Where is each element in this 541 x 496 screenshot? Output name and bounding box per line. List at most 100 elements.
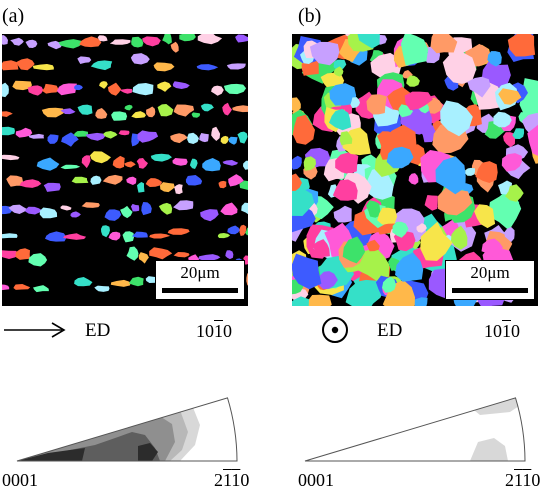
grain bbox=[41, 107, 66, 118]
grain bbox=[2, 154, 20, 161]
ipf-contours-a bbox=[17, 397, 200, 461]
grain bbox=[102, 174, 123, 185]
ipf-outline-a bbox=[16, 397, 238, 462]
pole-corner-left-b: 0001 bbox=[298, 470, 334, 490]
grain bbox=[173, 252, 190, 258]
pole-corner-top-b: 1010 bbox=[484, 321, 520, 341]
grain bbox=[366, 200, 381, 218]
grain bbox=[218, 180, 227, 189]
grain bbox=[145, 178, 163, 187]
ipf-contours-b bbox=[458, 397, 525, 461]
grain bbox=[507, 34, 536, 57]
grain bbox=[292, 188, 315, 216]
grain bbox=[2, 250, 19, 259]
grain bbox=[437, 187, 473, 216]
grain bbox=[2, 111, 13, 117]
grain bbox=[170, 133, 188, 144]
grain bbox=[465, 167, 475, 176]
grain bbox=[122, 231, 134, 243]
grain bbox=[382, 280, 415, 306]
grain bbox=[60, 164, 81, 170]
grain bbox=[60, 108, 76, 115]
grain bbox=[81, 155, 91, 169]
grain bbox=[25, 39, 38, 48]
grain bbox=[170, 41, 179, 53]
grain bbox=[223, 83, 247, 95]
grain bbox=[333, 205, 352, 223]
grain bbox=[94, 285, 110, 292]
grain bbox=[15, 248, 30, 260]
grain bbox=[512, 128, 525, 139]
grain bbox=[142, 36, 161, 47]
grain bbox=[292, 173, 302, 191]
grain bbox=[99, 81, 108, 89]
direction-label-b: ED bbox=[377, 320, 403, 341]
grain bbox=[12, 80, 33, 91]
grain bbox=[333, 59, 347, 71]
grain bbox=[329, 83, 357, 106]
grain bbox=[292, 97, 301, 112]
grain bbox=[493, 111, 512, 128]
grain bbox=[333, 66, 344, 77]
grain bbox=[400, 34, 429, 66]
scale-bar-b bbox=[452, 288, 528, 293]
extrusion-direction-arrow-icon bbox=[4, 322, 66, 338]
grain bbox=[309, 41, 340, 66]
grain bbox=[42, 83, 59, 94]
grain bbox=[398, 104, 414, 118]
grain bbox=[97, 35, 108, 42]
grain bbox=[126, 246, 139, 261]
grain bbox=[130, 53, 150, 65]
grain bbox=[404, 91, 433, 111]
grain bbox=[292, 155, 302, 170]
grain bbox=[28, 133, 44, 139]
scale-bar-box-a: 20μm bbox=[155, 260, 245, 300]
inverse-pole-figures bbox=[16, 397, 526, 462]
grain bbox=[387, 86, 412, 112]
grain bbox=[200, 103, 214, 112]
grain bbox=[345, 279, 383, 306]
pole-corner-right-a: 2110 bbox=[214, 470, 250, 490]
grain bbox=[111, 111, 128, 121]
grain bbox=[107, 82, 122, 96]
grain bbox=[292, 253, 322, 290]
grain bbox=[2, 126, 15, 136]
grain bbox=[61, 132, 79, 147]
grain bbox=[227, 225, 240, 235]
grain bbox=[228, 174, 244, 187]
ipf-outline-b bbox=[304, 397, 526, 462]
grain bbox=[211, 126, 221, 141]
grain bbox=[120, 205, 133, 219]
grain bbox=[150, 153, 172, 162]
grain bbox=[235, 34, 248, 43]
grain bbox=[153, 62, 175, 72]
scale-bar-label-b: 20μm bbox=[470, 263, 510, 282]
grain bbox=[292, 296, 309, 306]
grain bbox=[90, 151, 111, 164]
grain bbox=[137, 130, 159, 143]
grain bbox=[109, 39, 131, 45]
grain bbox=[467, 76, 491, 98]
grain bbox=[131, 36, 144, 48]
grain bbox=[79, 36, 102, 48]
grain bbox=[222, 102, 232, 116]
grain bbox=[47, 40, 63, 50]
grain bbox=[157, 104, 174, 117]
grain bbox=[126, 176, 137, 185]
grain bbox=[27, 85, 44, 96]
pole-corner-right-b: 2110 bbox=[505, 470, 541, 490]
grain bbox=[137, 182, 145, 193]
grain bbox=[318, 271, 338, 290]
scale-bar-box-b: 20μm bbox=[445, 260, 535, 300]
grain bbox=[239, 224, 247, 236]
grain bbox=[73, 130, 89, 137]
grain bbox=[498, 88, 522, 105]
grain bbox=[58, 39, 83, 49]
grain bbox=[243, 160, 248, 170]
grain bbox=[307, 294, 332, 306]
grain bbox=[404, 130, 415, 145]
grain bbox=[382, 276, 396, 293]
scale-bar-a bbox=[162, 288, 238, 293]
grain bbox=[118, 130, 130, 136]
grain bbox=[424, 195, 438, 211]
